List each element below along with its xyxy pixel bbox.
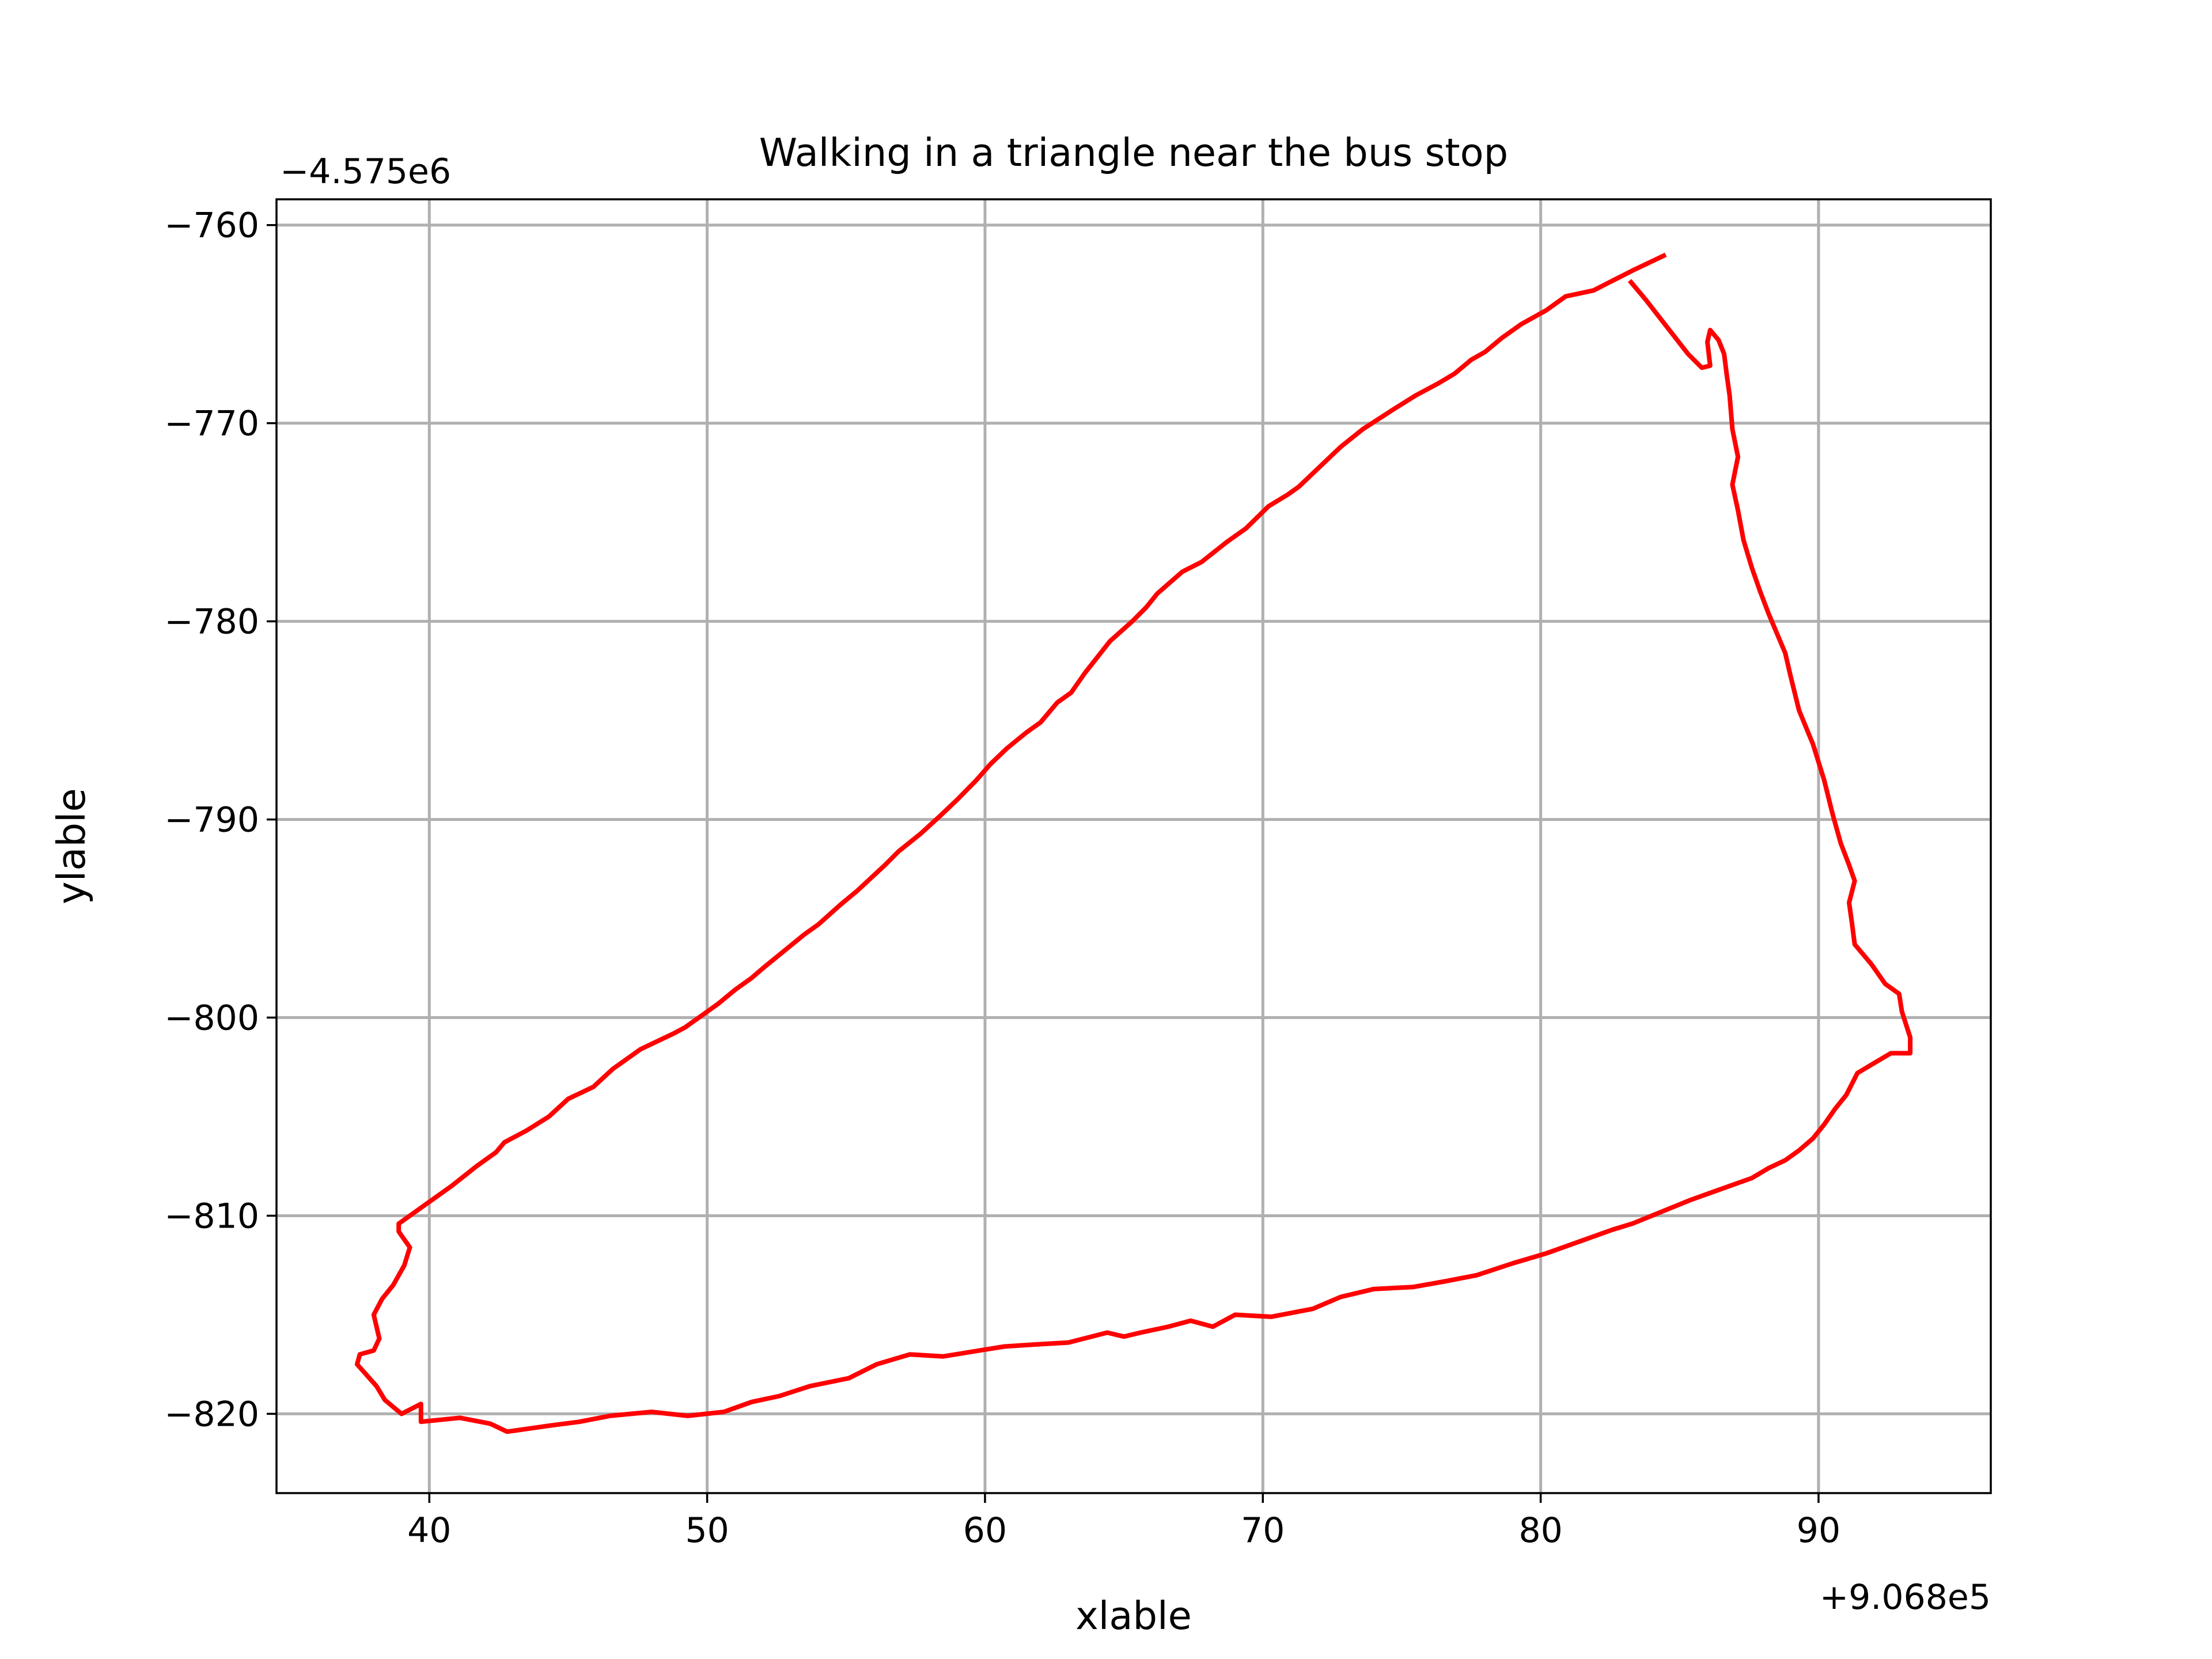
y-offset-label: −4.575e6 (280, 151, 451, 192)
y-tick-label: −770 (164, 404, 259, 444)
y-tick-label: −760 (164, 206, 259, 246)
series-layer (354, 252, 1913, 1434)
y-tick-label: −780 (164, 602, 259, 642)
plot-frame (275, 198, 1992, 1494)
x-tick-label: 80 (1518, 1510, 1562, 1551)
x-tick-label: 90 (1797, 1510, 1840, 1551)
y-tick-label: −810 (164, 1196, 259, 1236)
series-line (354, 252, 1913, 1434)
x-tick-label: 70 (1241, 1510, 1285, 1551)
y-axis-label: ylable (49, 788, 94, 904)
ticks: 40 50 60 70 80 90 −760 −770 −780 −790 −800 −810 −820 (164, 206, 1840, 1551)
y-tick-label: −790 (164, 800, 259, 840)
chart-title: Walking in a triangle near the bus stop (759, 130, 1508, 175)
y-tick-label: −820 (164, 1394, 259, 1434)
x-tick-label: 40 (407, 1510, 451, 1551)
y-tick-label: −800 (164, 998, 259, 1039)
grid (276, 199, 1991, 1493)
x-tick-label: 50 (685, 1510, 729, 1551)
x-axis-label: xlable (1075, 1593, 1192, 1638)
x-offset-label: +9.068e5 (1820, 1577, 1991, 1618)
x-tick-label: 60 (963, 1510, 1007, 1551)
